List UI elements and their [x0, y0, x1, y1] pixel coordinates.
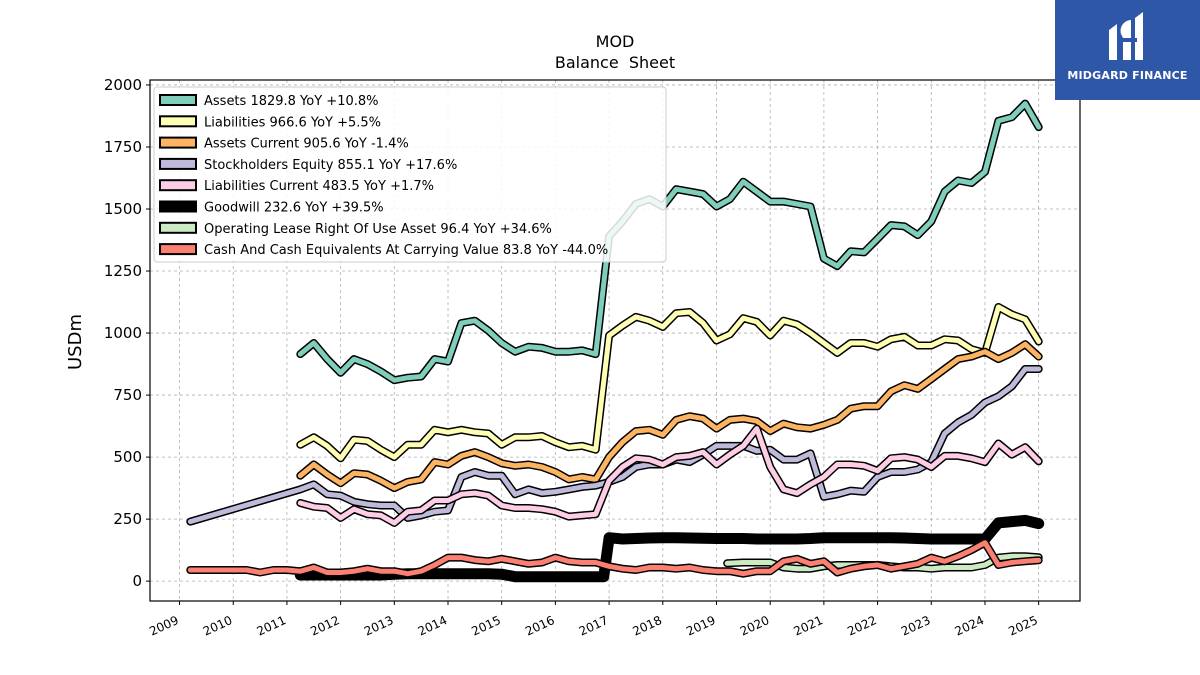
legend-label: Assets 1829.8 YoY +10.8% [204, 94, 379, 109]
legend-label: Stockholders Equity 855.1 YoY +17.6% [204, 158, 457, 173]
y-tick-label: 1500 [104, 200, 142, 218]
legend-entries: Assets 1829.8 YoY +10.8% Liabilities 966.… [159, 94, 608, 258]
legend-entry: Stockholders Equity 855.1 YoY +17.6% [159, 157, 457, 173]
x-tick-label: 2013 [362, 613, 396, 639]
chart-title: MOD [596, 32, 635, 51]
x-tick-label: 2023 [899, 613, 933, 639]
plot-frame [149, 79, 1081, 602]
legend-swatch [159, 243, 197, 256]
legend-entry: Assets 1829.8 YoY +10.8% [159, 94, 379, 109]
x-tick-label: 2024 [953, 613, 987, 639]
legend-label: Liabilities Current 483.5 YoY +1.7% [204, 179, 434, 194]
legend-swatch [159, 157, 197, 170]
legend-swatch [159, 221, 197, 234]
legend-box [153, 86, 667, 263]
legend-swatch [159, 136, 197, 149]
legend-entry: Goodwill 232.6 YoY +39.5% [159, 200, 384, 216]
x-tick-label: 2014 [416, 613, 450, 639]
x-tick-label: 2022 [845, 613, 879, 639]
x-tick-label: 2010 [201, 613, 235, 639]
x-tick-label: 2021 [792, 613, 826, 639]
series-layer [186, 99, 1045, 583]
series-line [294, 514, 1045, 583]
y-tick-label: 1750 [104, 138, 142, 156]
series-stroke [297, 304, 1042, 461]
chart-subtitle: Balance Sheet [555, 53, 675, 72]
midgard-logo-icon [1109, 12, 1143, 60]
y-axis: 0 250 500 750 1000 1250 1500 1750 2000 [104, 76, 150, 590]
legend-swatch [159, 179, 197, 192]
legend: Assets 1829.8 YoY +10.8% Liabilities 966.… [153, 86, 667, 263]
legend-swatch [159, 94, 197, 106]
x-tick-label: 2015 [469, 613, 503, 639]
series-stroke [297, 101, 1042, 383]
y-tick-label: 500 [113, 448, 142, 466]
series-stroke [187, 540, 1042, 577]
series-stroke [297, 341, 1042, 491]
legend-label: Operating Lease Right Of Use Asset 96.4 … [204, 222, 552, 237]
x-tick-label: 2017 [577, 613, 611, 639]
legend-swatch [159, 200, 197, 213]
x-tick-label: 2009 [147, 613, 181, 639]
legend-label: Goodwill 232.6 YoY +39.5% [204, 201, 384, 216]
legend-entry: Liabilities 966.6 YoY +5.5% [159, 115, 381, 130]
series-line [296, 99, 1043, 385]
series-stroke [296, 516, 1043, 581]
x-tick-label: 2018 [630, 613, 664, 639]
x-tick-label: 2016 [523, 613, 557, 639]
x-tick-label: 2020 [738, 613, 772, 639]
x-tick-label: 2025 [1006, 613, 1040, 639]
y-tick-label: 1000 [104, 324, 142, 342]
legend-entry: Assets Current 905.6 YoY -1.4% [159, 136, 409, 152]
x-tick-label: 2019 [684, 613, 718, 639]
y-tick-label: 0 [132, 572, 142, 590]
legend-label: Liabilities 966.6 YoY +5.5% [204, 115, 381, 130]
series-line [186, 538, 1043, 578]
legend-entry: Operating Lease Right Of Use Asset 96.4 … [159, 221, 552, 237]
y-axis-label: USDm [65, 314, 86, 370]
y-tick-label: 1250 [104, 262, 142, 280]
midgard-finance-logo: MIDGARD FINANCE [1055, 0, 1200, 100]
y-tick-label: 2000 [104, 76, 142, 94]
series-line [296, 303, 1043, 463]
y-tick-label: 250 [113, 510, 142, 528]
x-tick-label: 2011 [255, 613, 289, 639]
series-stroke [297, 426, 1042, 526]
series-line [296, 340, 1043, 493]
legend-label: Assets Current 905.6 YoY -1.4% [204, 137, 409, 152]
legend-entry: Cash And Cash Equivalents At Carrying Va… [159, 243, 608, 258]
brand-name: MIDGARD FINANCE [1067, 69, 1188, 82]
legend-entry: Liabilities Current 483.5 YoY +1.7% [159, 179, 434, 194]
series-line [296, 424, 1043, 527]
legend-swatch [159, 115, 197, 128]
legend-label: Cash And Cash Equivalents At Carrying Va… [204, 243, 608, 258]
x-tick-label: 2012 [308, 613, 342, 639]
x-axis: 2009 2010 2011 2012 2013 2014 2015 2016 2017 2018… [147, 601, 1040, 639]
y-tick-label: 750 [113, 386, 142, 404]
